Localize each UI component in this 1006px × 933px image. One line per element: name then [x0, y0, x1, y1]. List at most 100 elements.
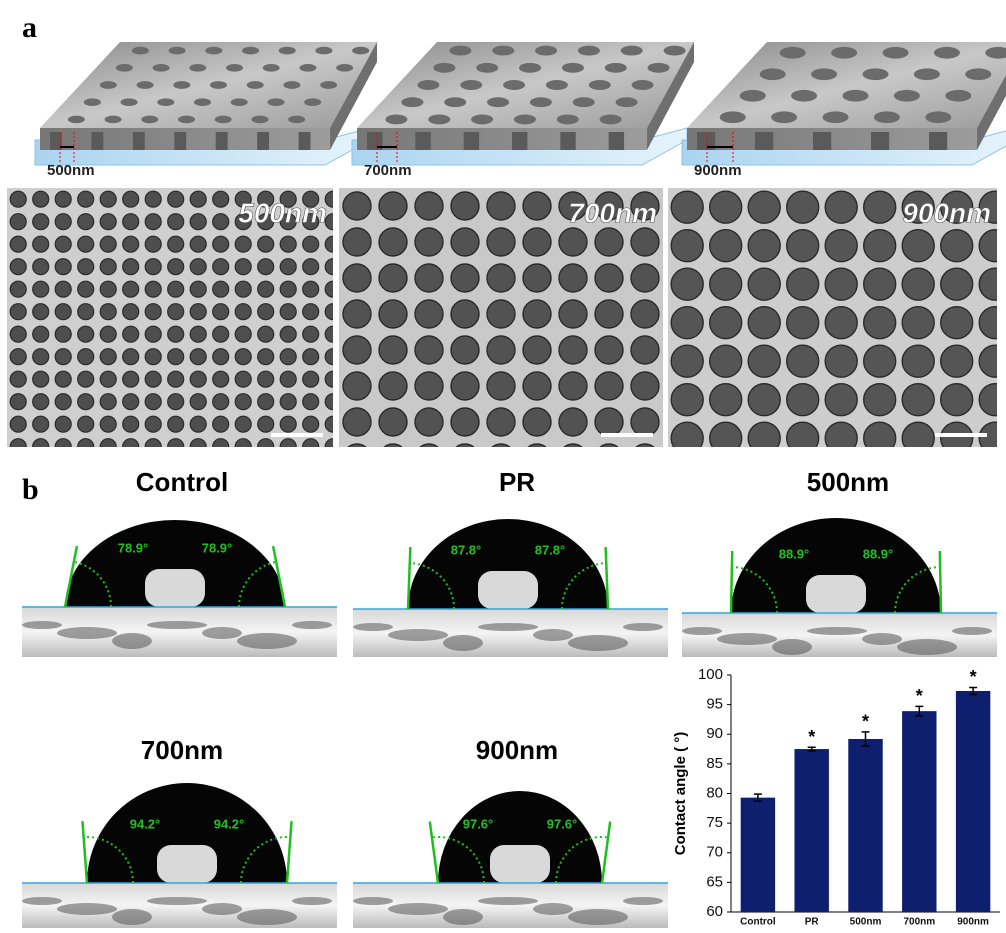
- hole: [632, 80, 654, 90]
- tangent-line: [82, 821, 87, 883]
- substrate-texture: [202, 627, 242, 639]
- hole: [352, 47, 369, 55]
- hole: [863, 68, 889, 80]
- substrate-texture: [568, 909, 628, 925]
- substrate-texture: [292, 897, 332, 905]
- hole-section: [609, 132, 624, 150]
- droplet-title: 500nm: [807, 467, 889, 497]
- y-tick-label: 95: [706, 696, 723, 713]
- hole: [740, 90, 766, 102]
- hole-section: [464, 132, 479, 150]
- hole: [621, 46, 643, 56]
- hole: [965, 68, 991, 80]
- substrate-texture: [478, 623, 538, 631]
- substrate-texture: [772, 639, 812, 655]
- hole: [315, 47, 332, 55]
- hole: [874, 111, 900, 123]
- substrate-texture: [353, 623, 393, 631]
- hole: [299, 64, 316, 72]
- y-axis-title: Contact angle ( °): [672, 732, 689, 856]
- hole: [605, 63, 627, 73]
- substrate-texture: [717, 633, 777, 645]
- substrate-texture: [22, 621, 62, 629]
- hole: [385, 114, 407, 124]
- hole: [535, 46, 557, 56]
- significance-marker: *: [970, 667, 977, 687]
- hole: [771, 111, 797, 123]
- figure: a b 500nm700nm900nm500nm700nm900nmContro…: [0, 0, 1006, 928]
- bar: [848, 739, 882, 912]
- panel-label: a: [22, 11, 37, 44]
- hole-section: [755, 132, 773, 150]
- hole: [589, 80, 611, 90]
- significance-marker: *: [916, 686, 923, 706]
- hole-section: [929, 132, 947, 150]
- y-tick-label: 85: [706, 755, 723, 772]
- substrate-texture: [443, 909, 483, 925]
- hole: [428, 114, 450, 124]
- substrate-texture: [623, 897, 663, 905]
- hole: [231, 98, 248, 106]
- hole: [157, 98, 174, 106]
- substrate-texture: [443, 635, 483, 651]
- schematic-label: 900nm: [694, 162, 742, 179]
- hole: [178, 116, 195, 124]
- angle-label: 94.2°: [130, 816, 161, 831]
- y-tick-label: 100: [698, 666, 723, 683]
- hole-section: [91, 132, 103, 150]
- hole: [105, 116, 122, 124]
- x-tick-label: 500nm: [850, 917, 882, 928]
- hole: [530, 97, 552, 107]
- hole: [141, 116, 158, 124]
- y-tick-label: 65: [706, 873, 723, 890]
- substrate-texture: [112, 633, 152, 649]
- substrate-texture: [147, 621, 207, 629]
- droplet-highlight: [490, 845, 550, 883]
- hole-section: [512, 132, 527, 150]
- droplet-highlight: [806, 575, 866, 613]
- hole: [116, 64, 133, 72]
- hole: [557, 114, 579, 124]
- hole: [791, 90, 817, 102]
- angle-label: 94.2°: [214, 816, 245, 831]
- droplet-highlight: [157, 845, 217, 883]
- bar: [956, 691, 990, 912]
- substrate-texture: [388, 903, 448, 915]
- hole: [471, 114, 493, 124]
- hole: [215, 116, 232, 124]
- angle-label: 97.6°: [547, 816, 578, 831]
- substrate-texture: [568, 635, 628, 651]
- tangent-line: [602, 822, 610, 883]
- hole-section: [560, 132, 575, 150]
- hole: [336, 64, 353, 72]
- hole: [616, 97, 638, 107]
- hole: [417, 80, 439, 90]
- angle-label: 87.8°: [535, 542, 566, 557]
- x-tick-label: 900nm: [957, 917, 989, 928]
- hole: [925, 111, 951, 123]
- x-tick-label: Control: [740, 917, 776, 928]
- hole: [823, 111, 849, 123]
- droplet-title: 900nm: [476, 735, 558, 765]
- bar: [794, 749, 828, 912]
- hole: [487, 97, 509, 107]
- hole: [194, 98, 211, 106]
- droplet-title: 700nm: [141, 735, 223, 765]
- y-tick-label: 70: [706, 844, 723, 861]
- bar: [902, 711, 936, 912]
- hole: [100, 81, 117, 89]
- tangent-line: [731, 551, 732, 613]
- hole: [279, 47, 296, 55]
- hole: [449, 46, 471, 56]
- substrate-texture: [533, 629, 573, 641]
- hole: [780, 47, 806, 59]
- hole: [664, 46, 686, 56]
- angle-label: 78.9°: [118, 540, 149, 555]
- substrate-texture: [237, 909, 297, 925]
- x-tick-label: PR: [805, 917, 820, 928]
- tangent-line: [430, 822, 438, 883]
- substrate-texture: [682, 627, 722, 635]
- hole: [648, 63, 670, 73]
- hole: [205, 47, 222, 55]
- substrate-texture: [202, 903, 242, 915]
